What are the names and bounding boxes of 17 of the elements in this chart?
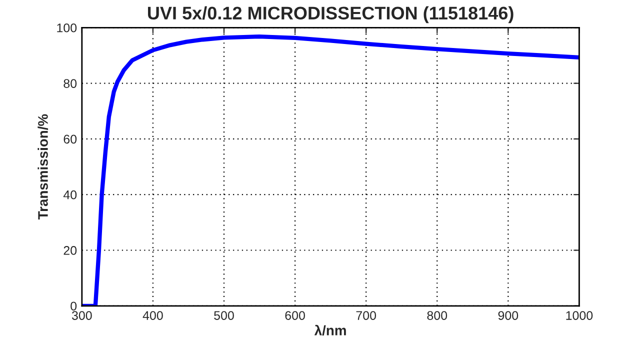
y-tick-label: 40: [63, 190, 77, 200]
x-tick-label: 600: [285, 311, 305, 320]
chart-title: UVI 5x/0.12 MICRODISSECTION (11518146): [148, 6, 514, 24]
y-tick-label: 100: [57, 23, 77, 32]
y-tick-label: 60: [64, 134, 77, 144]
x-axis-title: λ/nm: [314, 324, 346, 336]
y-tick-label: 20: [64, 246, 77, 255]
x-tick-label: 400: [142, 311, 163, 320]
x-tick-label: 1000: [566, 311, 593, 320]
y-axis-title: Transmission/%: [38, 114, 48, 220]
x-tick-label: 500: [214, 311, 234, 320]
y-tick-label: 0: [70, 302, 77, 311]
x-tick-label: 800: [427, 311, 448, 320]
x-tick-label: 900: [498, 311, 518, 320]
x-tick-label: 700: [356, 311, 376, 320]
y-tick-label: 80: [64, 79, 77, 88]
x-tick-label: 300: [72, 311, 92, 320]
